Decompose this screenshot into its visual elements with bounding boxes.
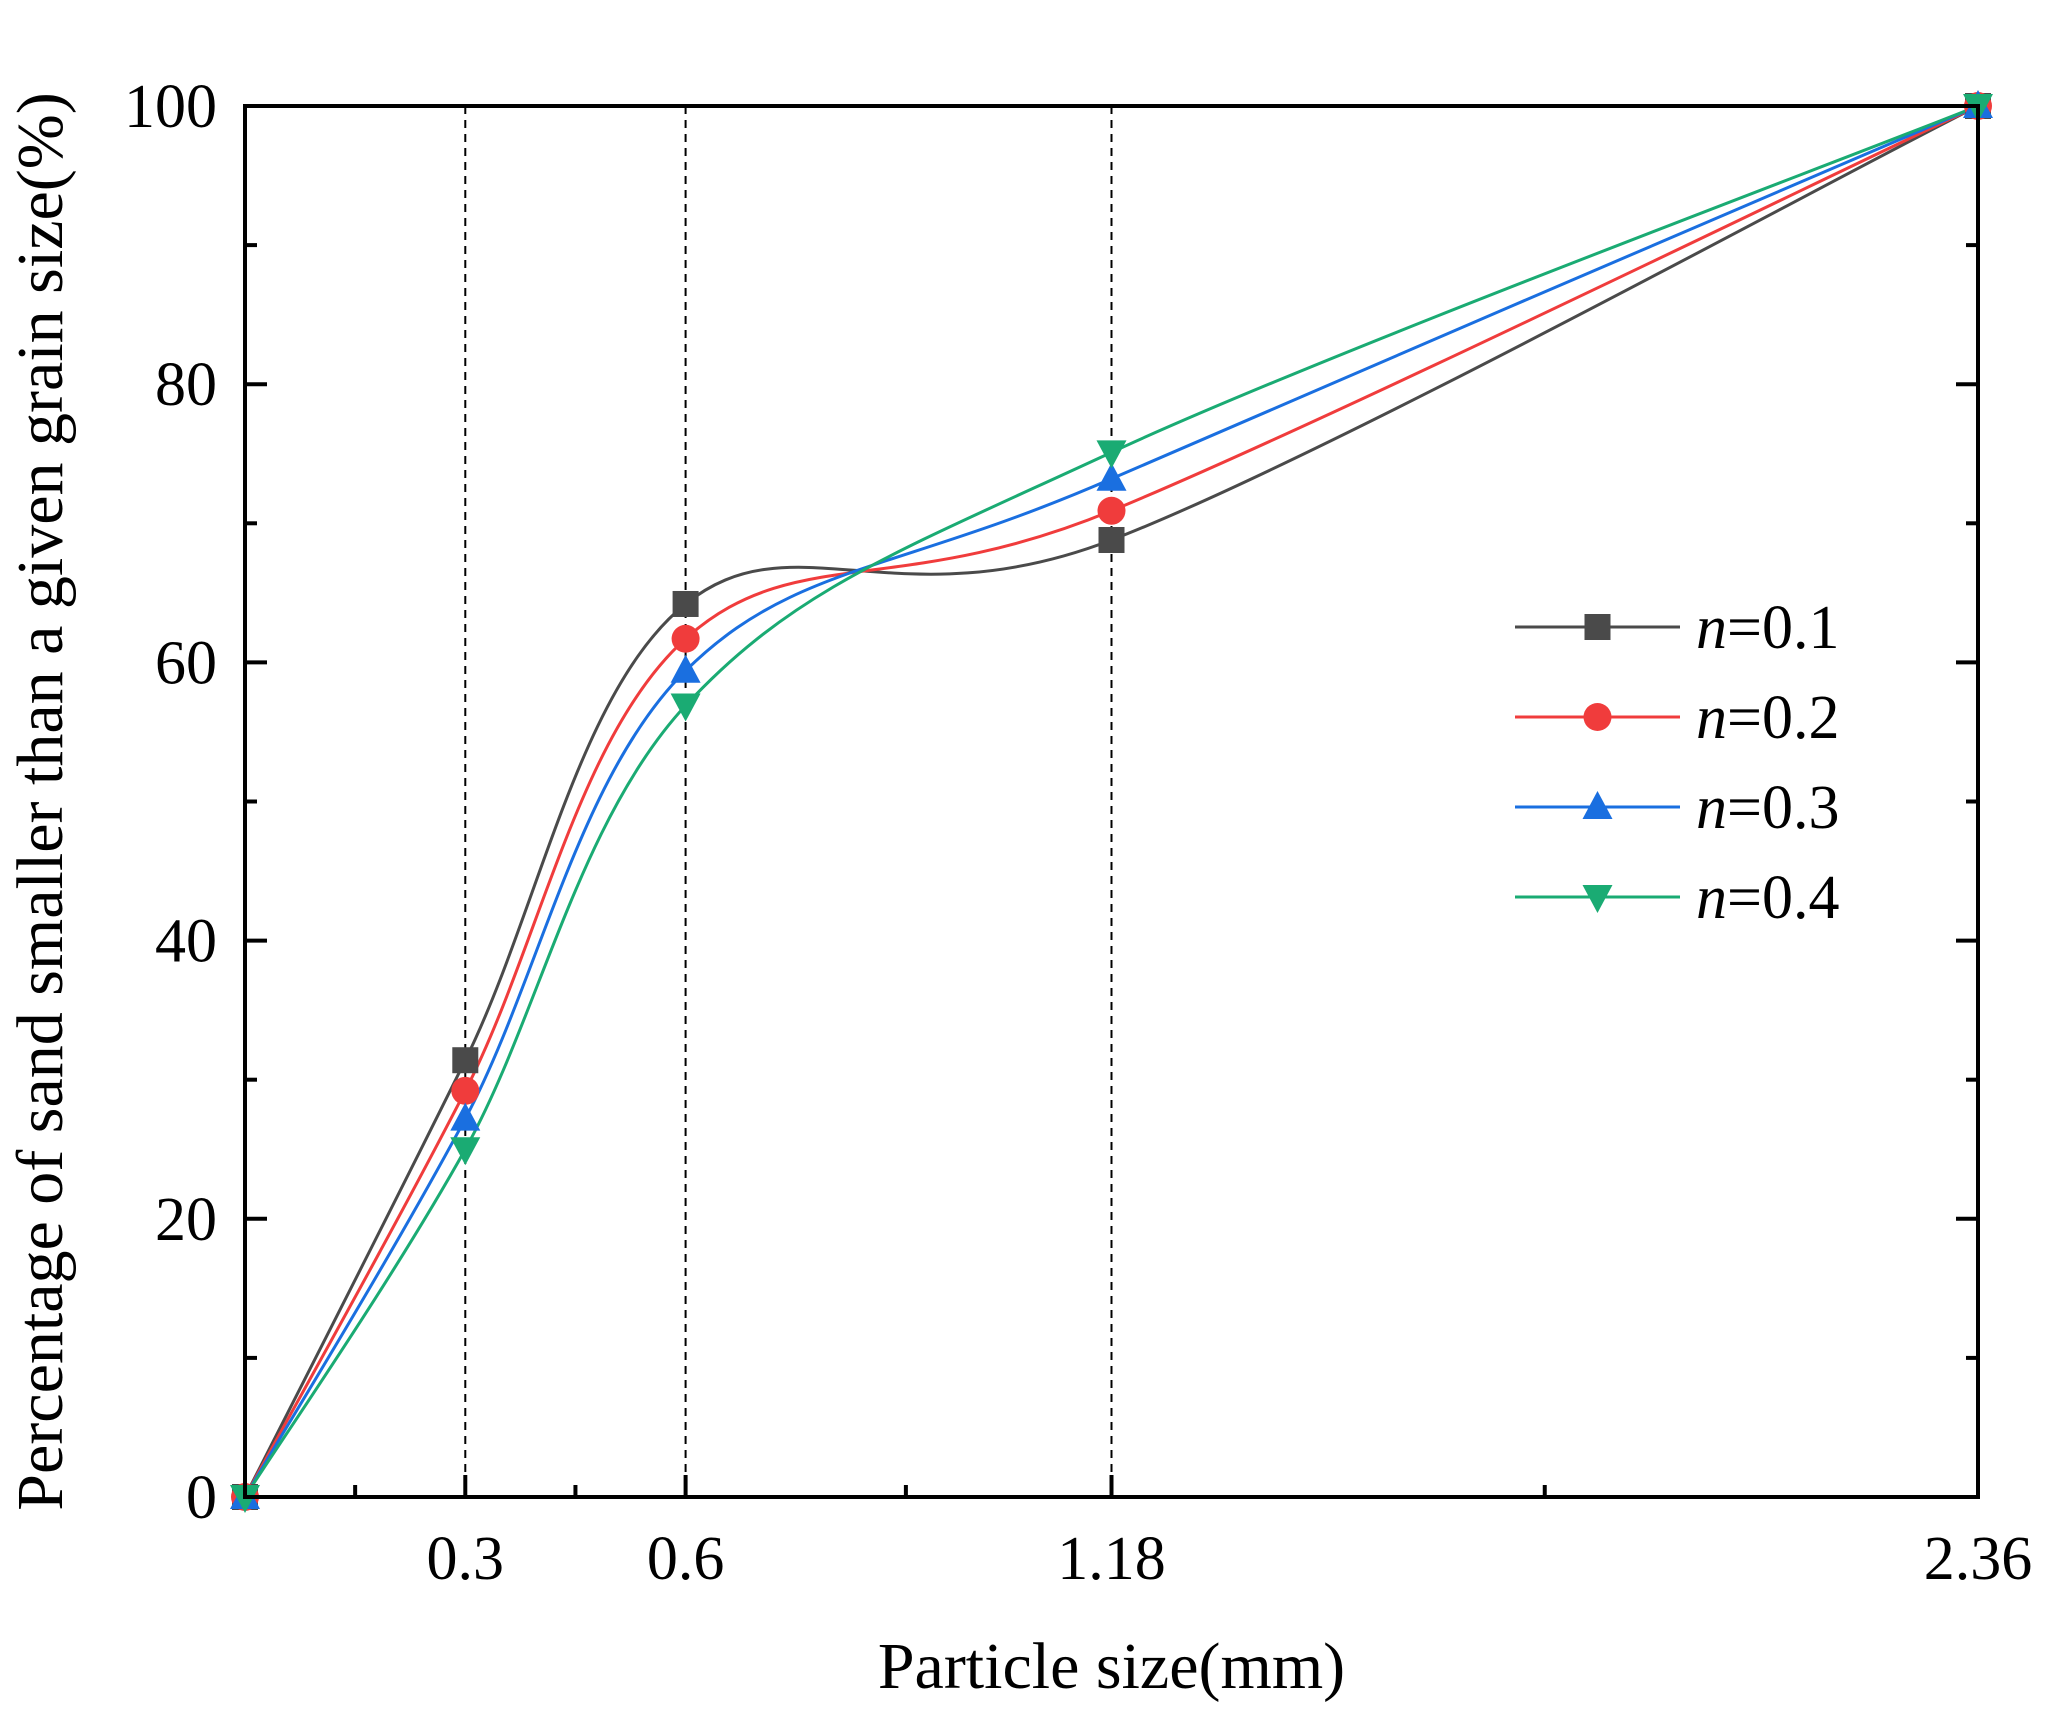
series-line bbox=[243, 104, 1979, 1498]
legend-label-italic: n bbox=[1696, 864, 1727, 932]
series-markers bbox=[230, 90, 1993, 1513]
legend-label: n=0.4 bbox=[1696, 864, 1839, 932]
legend-label: n=0.3 bbox=[1696, 774, 1839, 842]
series-line bbox=[243, 104, 1979, 1498]
data-point bbox=[450, 1137, 481, 1166]
legend-label-value: =0.3 bbox=[1727, 774, 1839, 842]
legend: n=0.1n=0.2n=0.3n=0.4 bbox=[1515, 594, 1839, 932]
data-point bbox=[451, 1076, 480, 1105]
legend-label-italic: n bbox=[1696, 594, 1727, 662]
data-point bbox=[672, 590, 699, 617]
y-tick-label: 80 bbox=[155, 351, 217, 419]
reference-lines bbox=[464, 106, 1113, 1497]
legend-marker bbox=[1582, 791, 1613, 819]
legend-item: n=0.3 bbox=[1515, 774, 1839, 842]
data-point bbox=[1097, 496, 1126, 525]
y-tick-label: 20 bbox=[155, 1186, 217, 1254]
data-point bbox=[450, 1102, 481, 1131]
legend-label-value: =0.1 bbox=[1727, 594, 1839, 662]
legend-item: n=0.4 bbox=[1515, 864, 1839, 932]
data-point bbox=[671, 624, 700, 653]
series-lines bbox=[243, 104, 1979, 1498]
x-tick-label: 0.6 bbox=[647, 1525, 725, 1593]
axis-tick-labels: 0 20 40 60 80 100 0.3 0.6 1.18 2.36 bbox=[124, 73, 2032, 1593]
data-point bbox=[1096, 440, 1127, 469]
y-tick-label: 60 bbox=[155, 629, 217, 697]
legend-label-italic: n bbox=[1696, 774, 1727, 842]
data-point bbox=[1098, 526, 1125, 553]
legend-label: n=0.2 bbox=[1696, 684, 1839, 752]
legend-item: n=0.1 bbox=[1515, 594, 1839, 662]
y-tick-label: 0 bbox=[186, 1464, 217, 1532]
legend-item: n=0.2 bbox=[1515, 684, 1839, 752]
data-point bbox=[670, 654, 701, 683]
x-tick-label: 2.36 bbox=[1924, 1525, 2033, 1593]
series-line bbox=[243, 104, 1979, 1498]
data-point bbox=[1096, 462, 1127, 491]
legend-label-value: =0.4 bbox=[1727, 864, 1839, 932]
axis-ticks bbox=[245, 104, 1980, 1499]
y-tick-label: 40 bbox=[155, 908, 217, 976]
data-point bbox=[670, 693, 701, 722]
x-tick-label: 0.3 bbox=[427, 1525, 505, 1593]
y-tick-label: 100 bbox=[124, 73, 217, 141]
x-axis-title: Particle size(mm) bbox=[878, 1630, 1345, 1703]
x-tick-label: 1.18 bbox=[1057, 1525, 1166, 1593]
legend-label: n=0.1 bbox=[1696, 594, 1839, 662]
legend-marker bbox=[1584, 614, 1611, 640]
legend-label-italic: n bbox=[1696, 684, 1727, 752]
legend-label-value: =0.2 bbox=[1727, 684, 1839, 752]
legend-marker bbox=[1582, 885, 1613, 913]
series-line bbox=[243, 104, 1979, 1498]
legend-marker bbox=[1583, 703, 1612, 731]
data-point bbox=[452, 1047, 479, 1074]
y-axis-title: Percentage of sand smaller than a given … bbox=[4, 92, 77, 1510]
